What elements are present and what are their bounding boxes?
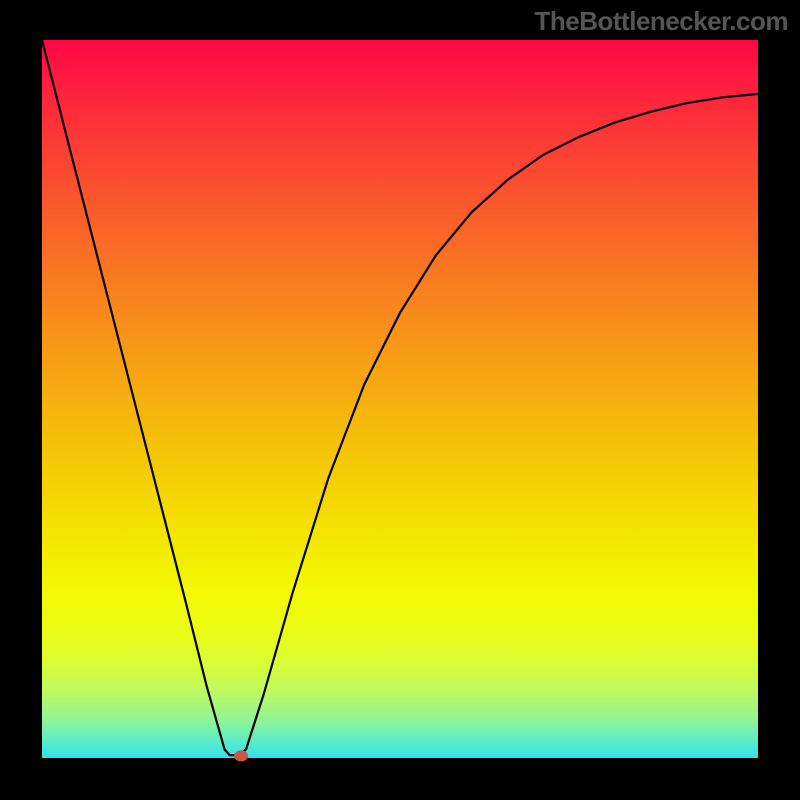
watermark-text: TheBottlenecker.com bbox=[535, 6, 788, 37]
chart-svg bbox=[0, 0, 800, 800]
chart-container: { "watermark": "TheBottlenecker.com", "c… bbox=[0, 0, 800, 800]
optimal-marker bbox=[234, 750, 248, 761]
plot-background bbox=[42, 40, 758, 758]
